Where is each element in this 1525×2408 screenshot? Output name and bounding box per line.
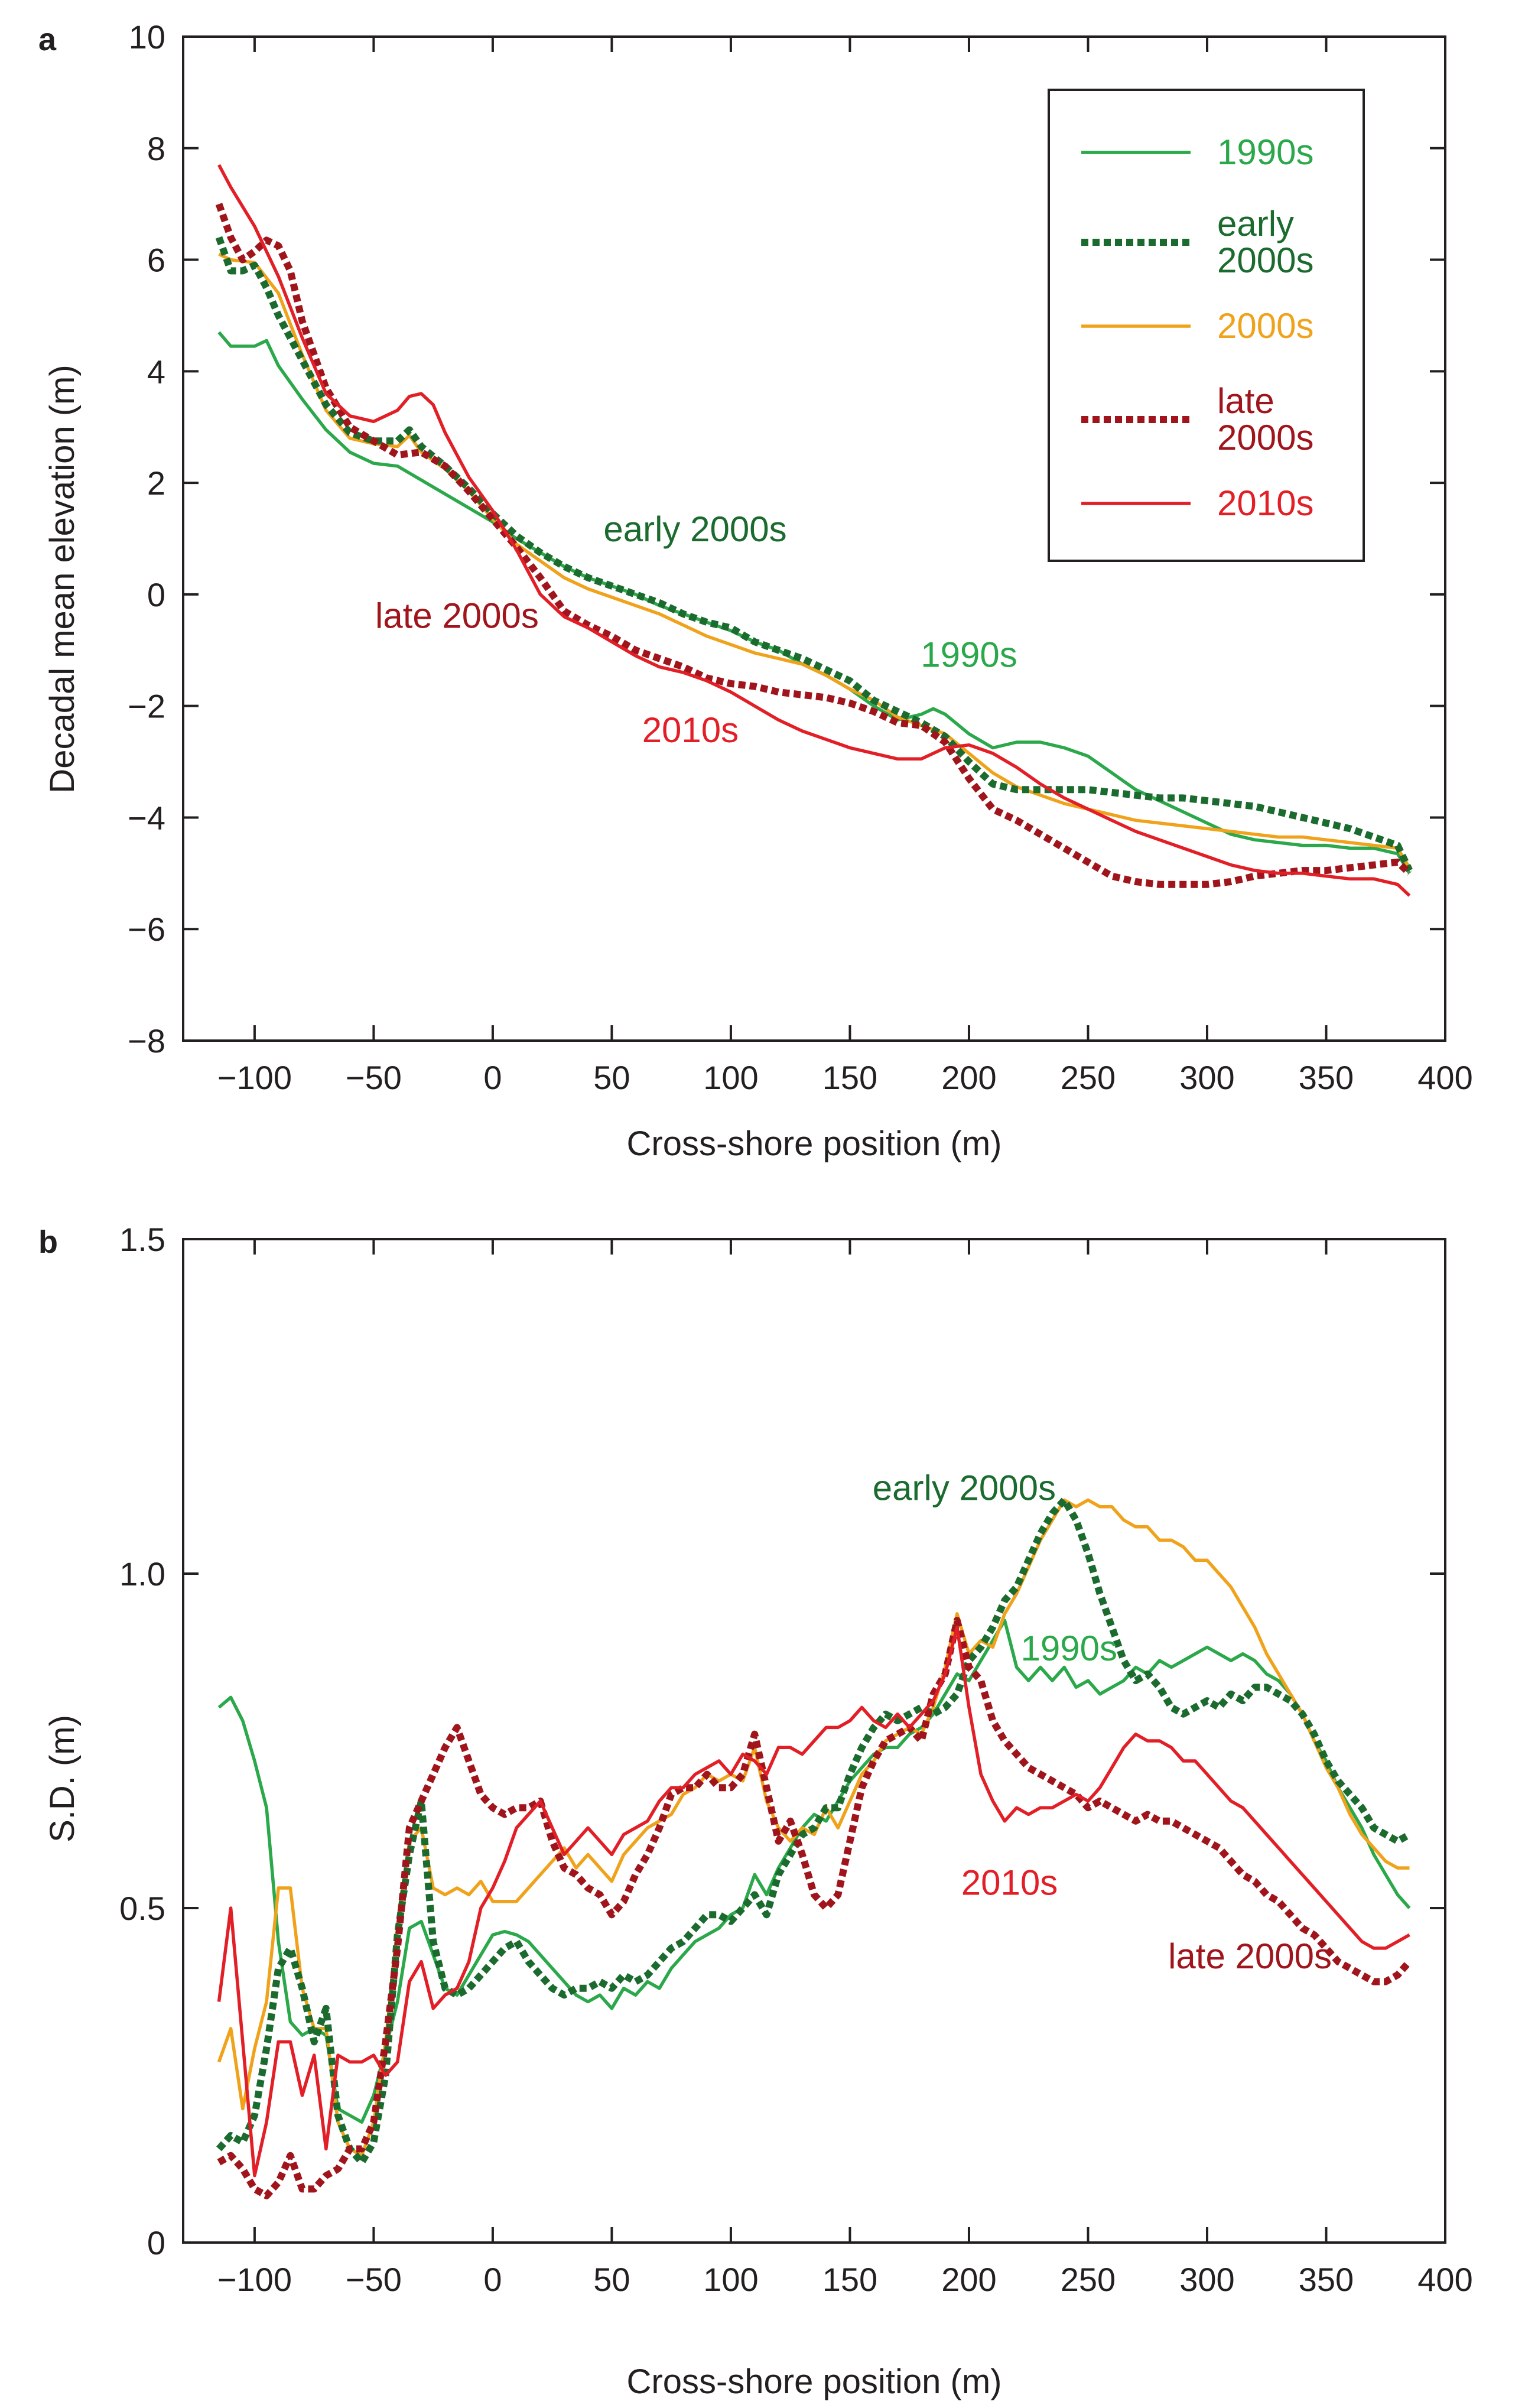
y-tick-label: 10 xyxy=(129,18,165,56)
series-line-early-2000s xyxy=(216,1496,1412,2166)
x-tick-label: −50 xyxy=(346,1059,402,1096)
panel-label-b: b xyxy=(38,1224,58,1260)
x-tick-label: 200 xyxy=(941,1059,996,1096)
x-tick-label: 150 xyxy=(822,2261,877,2298)
x-tick-label: 100 xyxy=(703,1059,758,1096)
x-tick-label: 100 xyxy=(703,2261,758,2298)
x-tick-label: 350 xyxy=(1299,2261,1354,2298)
panel-a: a Decadal mean elevation (m) Cross-shore… xyxy=(38,18,1473,1163)
series-line-1990s xyxy=(217,1619,1411,2124)
x-axis-label: Cross-shore position (m) xyxy=(627,2362,1002,2401)
series-annotations: early 2000s late 2000s 1990s 2010s xyxy=(375,509,1017,750)
x-tick-label: 0 xyxy=(483,1059,502,1096)
y-tick-label: 2 xyxy=(147,464,165,502)
annotation-2010s: 2010s xyxy=(961,1863,1058,1902)
y-tick-label: 6 xyxy=(147,242,165,279)
series-line-late-2000s xyxy=(215,203,1412,888)
annotation-early-2000s: early 2000s xyxy=(603,509,786,549)
legend-label-late-2000s: 2000s xyxy=(1217,418,1313,457)
x-tick-label: 400 xyxy=(1417,1059,1472,1096)
x-tick-label: 200 xyxy=(941,2261,996,2298)
y-tick-labels: 0 0.5 1.0 1.5 xyxy=(119,1221,165,2261)
legend-label-1990s: 1990s xyxy=(1217,132,1313,172)
annotation-1990s: 1990s xyxy=(921,635,1017,675)
legend-label-early-2000s: early xyxy=(1217,204,1294,243)
annotation-late-2000s: late 2000s xyxy=(1168,1936,1332,1976)
y-tick-label: −2 xyxy=(128,688,165,725)
annotation-early-2000s: early 2000s xyxy=(873,1468,1056,1507)
y-tick-label: −4 xyxy=(128,799,165,836)
series-line-2000s xyxy=(217,1498,1410,2157)
y-axis-label: Decadal mean elevation (m) xyxy=(43,365,82,793)
x-tick-label: 300 xyxy=(1179,2261,1234,2298)
y-tick-label: 8 xyxy=(147,130,165,167)
x-tick-label: 250 xyxy=(1061,2261,1116,2298)
y-axis-label: S.D. (m) xyxy=(43,1715,82,1842)
x-tick-label: 400 xyxy=(1417,2261,1472,2298)
y-tick-label: 0.5 xyxy=(119,1890,165,1927)
series-line-2010s xyxy=(217,1625,1410,2178)
series-lines xyxy=(215,164,1413,897)
y-tick-label: 0 xyxy=(147,576,165,613)
x-tick-label: −100 xyxy=(217,1059,292,1096)
series-line-2010s xyxy=(217,164,1411,897)
series-line-late-2000s xyxy=(217,1617,1412,2199)
series-line-2000s xyxy=(218,252,1411,869)
x-tick-label: 150 xyxy=(822,1059,877,1096)
legend-label-2000s: 2000s xyxy=(1217,306,1313,346)
series-lines xyxy=(216,1496,1412,2199)
legend-label-late-2000s: late xyxy=(1217,381,1274,421)
x-tick-label: 0 xyxy=(483,2261,502,2298)
annotation-1990s: 1990s xyxy=(1020,1629,1117,1668)
x-tick-label: −100 xyxy=(217,2261,292,2298)
y-tick-label: −6 xyxy=(128,911,165,948)
series-line-early-2000s xyxy=(215,236,1413,872)
y-tick-label: 4 xyxy=(147,353,165,390)
plot-frame xyxy=(182,35,1446,1042)
y-tick-label: 1.0 xyxy=(119,1555,165,1593)
legend-label-2010s: 2010s xyxy=(1217,483,1313,523)
legend-label-early-2000s: 2000s xyxy=(1217,241,1313,280)
y-tick-label: 1.5 xyxy=(119,1221,165,1258)
x-tick-label: 50 xyxy=(593,1059,630,1096)
annotation-2010s: 2010s xyxy=(642,710,739,750)
x-tick-label: 350 xyxy=(1299,1059,1354,1096)
x-tick-label: −50 xyxy=(346,2261,402,2298)
series-annotations: early 2000s 1990s 2010s late 2000s xyxy=(873,1468,1332,1975)
panel-label-a: a xyxy=(38,22,57,57)
annotation-late-2000s: late 2000s xyxy=(375,596,539,636)
panel-b: b S.D. (m) Cross-shore position (m) −100… xyxy=(38,1221,1473,2401)
x-tick-label: 300 xyxy=(1179,1059,1234,1096)
x-tick-labels: −100 −50 0 50 100 150 200 250 300 350 400 xyxy=(217,1059,1473,1096)
y-tick-labels: −8 −6 −4 −2 0 2 4 6 8 10 xyxy=(128,18,165,1060)
x-tick-labels: −100 −50 0 50 100 150 200 250 300 350 400 xyxy=(217,2261,1473,2298)
y-tick-label: −8 xyxy=(128,1022,165,1060)
y-tick-label: 0 xyxy=(147,2224,165,2261)
x-axis-label: Cross-shore position (m) xyxy=(627,1125,1002,1163)
plot-frame xyxy=(182,1238,1446,2244)
x-tick-label: 250 xyxy=(1061,1059,1116,1096)
axis-ticks xyxy=(183,35,1446,1042)
x-tick-label: 50 xyxy=(593,2261,630,2298)
